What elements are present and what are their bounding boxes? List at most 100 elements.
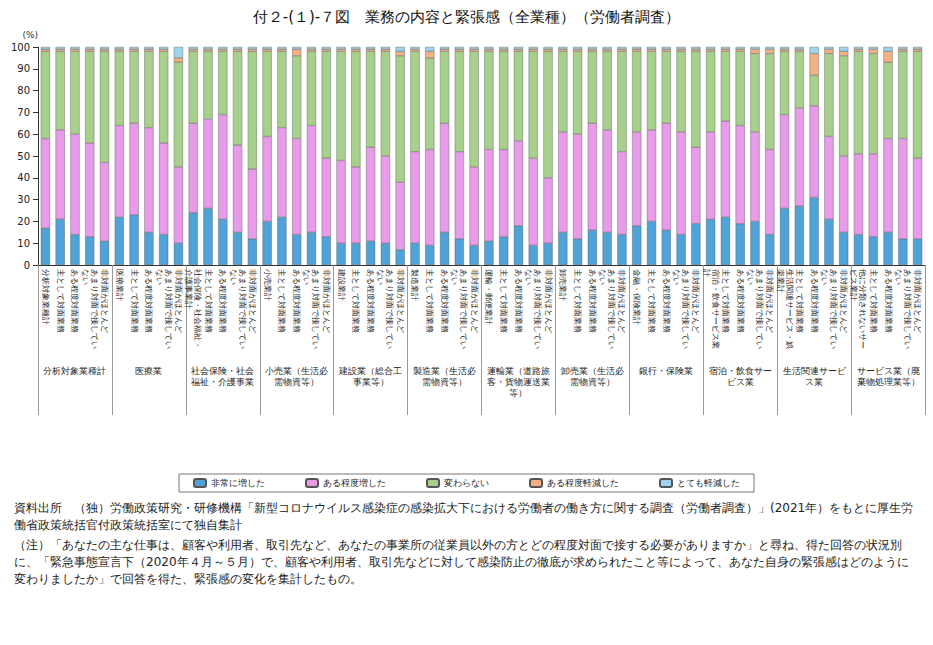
svg-text:ない: ない [302,269,311,285]
svg-text:計: 計 [702,269,711,277]
svg-text:宿泊・飲食サー: 宿泊・飲食サー [709,366,772,376]
svg-text:事業等）: 事業等） [353,377,389,387]
svg-text:ある程度対面業務: ある程度対面業務 [736,269,745,333]
svg-text:ない: ない [229,269,238,285]
svg-text:主として対面業務: 主として対面業務 [351,269,360,333]
svg-text:10: 10 [17,238,30,249]
svg-text:建設業計: 建設業計 [337,268,346,301]
svg-text:ない: ない [81,269,90,285]
svg-text:ある程度軽減した: ある程度軽減した [547,478,619,488]
svg-text:ビス業: ビス業 [727,377,754,387]
svg-text:50: 50 [17,151,30,162]
svg-text:非対面がほとんど: 非対面がほとんど [839,269,848,333]
svg-text:楽業計: 楽業計 [776,269,785,293]
svg-text:40: 40 [17,172,30,183]
svg-text:医療業: 医療業 [135,366,162,376]
svg-text:製造業計: 製造業計 [410,269,419,301]
svg-text:ある程度対面業務: ある程度対面業務 [440,269,449,333]
svg-text:非対面がほとんど: 非対面がほとんど [174,269,183,333]
svg-text:20: 20 [17,216,30,227]
svg-text:主として対面業務: 主として対面業務 [277,269,286,333]
svg-text:介護事業計: 介護事業計 [184,269,193,309]
svg-text:非常に増した: 非常に増した [211,478,265,488]
svg-text:主として対面業務: 主として対面業務 [869,269,878,333]
svg-text:70: 70 [17,107,30,118]
svg-text:あまり対面で接してい: あまり対面で接してい [311,269,320,349]
svg-text:分析対象業種計: 分析対象業種計 [41,269,50,325]
svg-text:ス業: ス業 [805,377,823,387]
svg-text:ある程度対面業務: ある程度対面業務 [588,269,597,333]
svg-text:非対面がほとんど: 非対面がほとんど [248,269,257,333]
svg-text:社会保険・社会福祉・: 社会保険・社会福祉・ [193,269,202,349]
svg-text:ない: ない [524,269,533,285]
svg-text:あまり対面で接してい: あまり対面で接してい [681,269,690,349]
svg-text:他に分類されないサー: 他に分類されないサー [858,269,867,349]
svg-text:あまり対面で接してい: あまり対面で接してい [459,269,468,349]
svg-text:非対面がほとんど: 非対面がほとんど [691,269,700,333]
svg-text:客・貨物運送業: 客・貨物運送業 [487,377,550,387]
svg-text:ビス業計: ビス業計 [849,269,858,301]
svg-text:分析対象業種計: 分析対象業種計 [43,366,106,376]
svg-text:需物資等）: 需物資等） [422,377,467,387]
svg-text:ない: ない [376,269,385,285]
svg-text:30: 30 [17,194,30,205]
svg-text:90: 90 [17,63,30,74]
svg-text:60: 60 [17,129,30,140]
svg-text:非対面がほとんど: 非対面がほとんど [396,269,405,333]
svg-text:ない: ない [450,269,459,285]
svg-text:銀行・保険業: 銀行・保険業 [639,366,693,376]
svg-text:あまり対面で接してい: あまり対面で接してい [533,269,542,349]
svg-text:非対面がほとんど: 非対面がほとんど [765,269,774,333]
svg-text:非対面がほとんど: 非対面がほとんど [544,269,553,333]
svg-text:ない: ない [672,269,681,285]
svg-text:ある程度対面業務: ある程度対面業務 [366,269,375,333]
svg-text:ない: ない [894,269,903,285]
svg-text:主として対面業務: 主として対面業務 [204,269,213,333]
svg-text:需物資等）: 需物資等） [570,377,615,387]
svg-text:非対面がほとんど: 非対面がほとんど [100,269,109,333]
svg-text:100: 100 [11,42,30,53]
svg-text:ある程度対面業務: ある程度対面業務 [810,269,819,333]
svg-text:非対面がほとんど: 非対面がほとんど [617,269,626,333]
svg-text:宿泊・飲食サービス業: 宿泊・飲食サービス業 [711,269,720,349]
svg-text:主として対面業務: 主として対面業務 [647,269,656,333]
svg-text:あまり対面で接してい: あまり対面で接してい [903,269,912,349]
svg-text:等）: 等） [509,388,527,398]
svg-text:生活関連サービ: 生活関連サービ [783,366,847,376]
svg-text:0: 0 [24,260,30,271]
svg-text:建設業（総合工: 建設業（総合工 [338,366,402,376]
svg-text:小売業（生活必: 小売業（生活必 [265,366,328,376]
svg-text:ある程度対面業務: ある程度対面業務 [218,269,227,333]
svg-text:運輸業（道路旅: 運輸業（道路旅 [487,366,550,376]
svg-text:ない: ない [155,269,164,285]
svg-text:非対面がほとんど: 非対面がほとんど [913,269,922,333]
svg-text:主として対面業務: 主として対面業務 [499,269,508,333]
svg-text:ない: ない [746,269,755,285]
svg-text:あまり対面で接してい: あまり対面で接してい [238,269,247,349]
svg-text:ある程度対面業務: ある程度対面業務 [884,269,893,333]
svg-text:生活関連サービス・娯: 生活関連サービス・娯 [785,269,794,349]
svg-text:製造業（生活必: 製造業（生活必 [413,366,476,376]
svg-text:主として対面業務: 主として対面業務 [573,269,582,333]
svg-text:ある程度対面業務: ある程度対面業務 [144,269,153,333]
svg-text:金融・保険業計: 金融・保険業計 [632,269,641,325]
svg-text:非対面がほとんど: 非対面がほとんど [470,269,479,333]
svg-text:医療業計: 医療業計 [115,269,124,301]
svg-text:サービス業（廃: サービス業（廃 [857,366,920,376]
svg-text:卸売業計: 卸売業計 [558,269,567,301]
svg-text:主として対面業務: 主として対面業務 [721,269,730,333]
svg-text:あまり対面で接してい: あまり対面で接してい [164,269,173,349]
svg-text:あまり対面で接してい: あまり対面で接してい [385,269,394,349]
svg-text:需物資等）: 需物資等） [274,377,319,387]
svg-text:社会保険・社会: 社会保険・社会 [191,366,254,376]
svg-text:ある程度対面業務: ある程度対面業務 [70,269,79,333]
svg-text:変わらない: 変わらない [444,478,489,488]
svg-text:主として対面業務: 主として対面業務 [425,269,434,333]
svg-text:80: 80 [17,85,30,96]
svg-text:主として対面業務: 主として対面業務 [130,269,139,333]
svg-text:付２-(１)-７図 業務の内容と緊張感（全業種）（労働者調査: 付２-(１)-７図 業務の内容と緊張感（全業種）（労働者調査） [252,8,681,26]
svg-text:小売業計: 小売業計 [263,269,272,301]
svg-text:(%): (%) [22,30,38,40]
svg-text:棄物処理業等）: 棄物処理業等） [857,377,920,387]
svg-text:ある程度対面業務: ある程度対面業務 [292,269,301,333]
